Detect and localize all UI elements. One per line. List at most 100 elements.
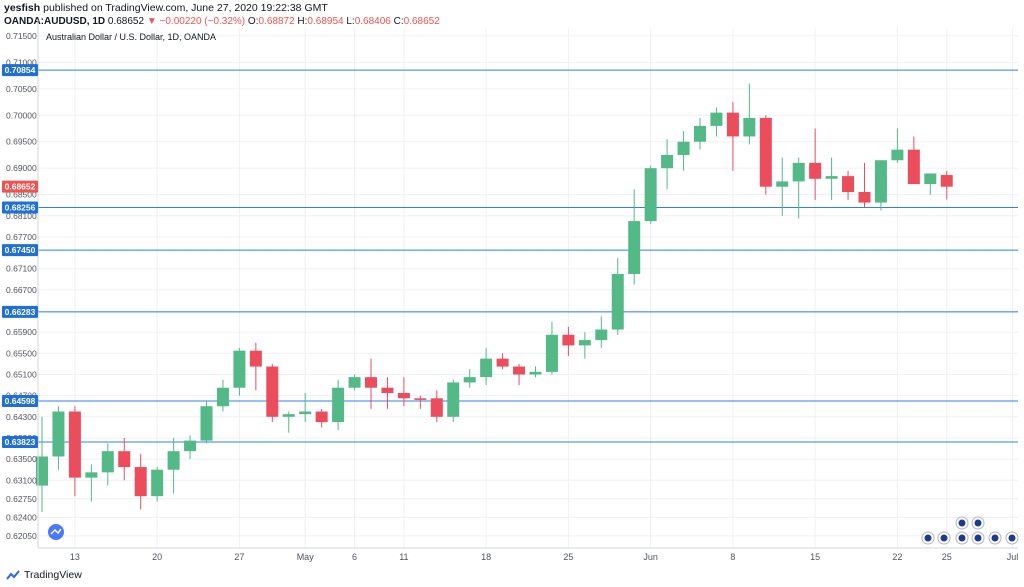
candle-down[interactable] [513,366,526,375]
candle-down[interactable] [266,366,279,417]
y-tick-label: 0.71000 [6,57,37,67]
candle-up[interactable] [52,411,65,457]
publish-info: published on TradingView.com, June 27, 2… [43,2,328,14]
flag-icon-center [924,534,932,542]
candle-up[interactable] [891,149,904,161]
candle-up[interactable] [628,221,641,274]
candle-up[interactable] [101,451,114,473]
y-tick-label: 0.67700 [6,232,37,242]
candle-up[interactable] [282,414,295,417]
candle-down[interactable] [430,398,443,417]
high-value: 0.68954 [307,16,344,27]
x-tick-label: 18 [481,552,491,562]
author-name[interactable]: yesfish [4,2,41,14]
level-label: 0.64598 [5,396,36,406]
close-label: C: [393,16,404,27]
chart-title: Australian Dollar / U.S. Dollar, 1D, OAN… [46,32,216,42]
candle-up[interactable] [299,411,312,415]
candle-down[interactable] [858,191,871,203]
candle-up[interactable] [151,469,164,497]
candle-down[interactable] [940,175,953,187]
candle-up[interactable] [825,176,838,179]
ohlc-line: OANDA:AUDUSD, 1D 0.68652 ▼ −0.00220 (−0.… [4,15,440,28]
y-tick-label: 0.70500 [6,84,37,94]
y-tick-label: 0.70000 [6,110,37,120]
candle-up[interactable] [348,377,361,388]
x-tick-label: 25 [563,552,573,562]
candle-down[interactable] [414,398,427,400]
flag-icon-center [974,534,982,542]
candle-down[interactable] [315,411,328,423]
candle-down[interactable] [68,411,81,478]
flag-icon-center [974,519,982,527]
candle-up[interactable] [710,112,723,126]
y-tick-label: 0.67100 [6,264,37,274]
candle-up[interactable] [578,340,591,346]
x-tick-label: 15 [810,552,820,562]
candle-up[interactable] [36,456,48,486]
level-label: 0.68256 [5,203,36,213]
candle-down[interactable] [249,350,262,367]
candle-up[interactable] [216,387,229,407]
candle-up[interactable] [792,162,805,182]
candle-up[interactable] [200,406,213,441]
candle-up[interactable] [743,117,756,137]
x-tick-label: 8 [730,552,735,562]
candle-down[interactable] [381,387,394,394]
candle-down[interactable] [562,334,575,346]
time-axis[interactable]: 13 20 27 May 6 11 18 25 Jun 8 15 22 25 Jul [38,547,1018,562]
candle-up[interactable] [233,350,246,388]
candle-up[interactable] [463,377,476,383]
candle-up[interactable] [874,160,887,203]
y-tick-label: 0.63100 [6,475,37,485]
candles [36,83,953,513]
candle-up[interactable] [677,141,690,155]
symbol-label[interactable]: OANDA:AUDUSD, 1D [4,16,106,27]
y-tick-label: 0.64300 [6,412,37,422]
flag-icon-center [940,534,948,542]
candle-up[interactable] [167,451,180,470]
candle-up[interactable] [595,329,608,341]
candle-up[interactable] [184,440,197,452]
high-label: H: [297,16,308,27]
tradingview-logo[interactable]: TradingView [6,569,82,581]
candle-down[interactable] [496,358,509,367]
candle-down[interactable] [809,162,822,179]
low-label: L: [346,16,355,27]
candle-up[interactable] [924,173,937,185]
candle-up[interactable] [776,181,789,187]
candle-down[interactable] [726,112,739,137]
candle-up[interactable] [529,371,542,375]
x-tick-label: 25 [942,552,952,562]
level-label: 0.63823 [5,437,36,447]
candle-up[interactable] [447,382,460,417]
candle-down[interactable] [365,377,377,388]
y-tick-label: 0.63500 [6,454,37,464]
y-tick-label: 0.62050 [6,531,37,541]
candle-down[interactable] [907,149,920,185]
candle-up[interactable] [332,387,345,423]
candle-down[interactable] [134,467,147,497]
candle-down[interactable] [759,117,772,187]
candle-up[interactable] [611,273,624,330]
open-label: O: [247,16,259,27]
candle-up[interactable] [661,154,674,169]
candle-up[interactable] [694,125,706,142]
x-tick-label: 20 [152,552,162,562]
candle-down[interactable] [842,176,855,192]
price-axis[interactable]: 0.71500 0.71000 0.70500 0.70000 0.69500 0.690… [6,20,39,548]
candle-up[interactable] [85,472,98,478]
candle-up[interactable] [480,358,493,378]
level-label-bg [2,201,38,214]
x-tick-label: 27 [234,552,244,562]
candle-up[interactable] [644,168,657,222]
horizontal-levels[interactable] [38,69,1018,443]
candle-up[interactable] [545,334,558,372]
economic-events-icons[interactable] [921,516,1019,545]
x-tick-label: 6 [352,552,357,562]
y-tick-label: 0.69000 [6,163,37,173]
candle-down[interactable] [118,451,131,468]
candle-down[interactable] [397,393,410,399]
level-label-bg [2,64,38,77]
